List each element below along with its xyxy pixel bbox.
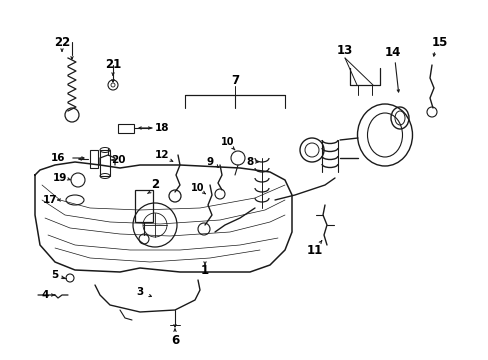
Text: 18: 18 xyxy=(154,123,169,133)
Text: 5: 5 xyxy=(51,270,59,280)
Text: 9: 9 xyxy=(206,157,213,167)
Text: 8: 8 xyxy=(246,157,253,167)
Text: 15: 15 xyxy=(431,36,447,49)
Text: 19: 19 xyxy=(53,173,67,183)
Text: 1: 1 xyxy=(201,264,209,276)
Text: 17: 17 xyxy=(42,195,57,205)
Text: 7: 7 xyxy=(230,73,239,86)
Bar xyxy=(118,124,134,133)
Text: 13: 13 xyxy=(336,44,352,57)
Bar xyxy=(135,190,153,222)
Bar xyxy=(90,150,98,168)
Text: 10: 10 xyxy=(191,183,204,193)
Text: 16: 16 xyxy=(51,153,65,163)
Text: 20: 20 xyxy=(110,155,125,165)
Text: 14: 14 xyxy=(384,45,400,58)
Bar xyxy=(100,150,110,176)
Text: 22: 22 xyxy=(54,36,70,49)
Text: 4: 4 xyxy=(41,290,49,300)
Text: 11: 11 xyxy=(306,243,323,256)
Text: 6: 6 xyxy=(170,333,179,346)
Text: 12: 12 xyxy=(154,150,169,160)
Text: 2: 2 xyxy=(151,179,159,192)
Text: 10: 10 xyxy=(221,137,234,147)
Text: 21: 21 xyxy=(104,58,121,72)
Text: 3: 3 xyxy=(136,287,143,297)
